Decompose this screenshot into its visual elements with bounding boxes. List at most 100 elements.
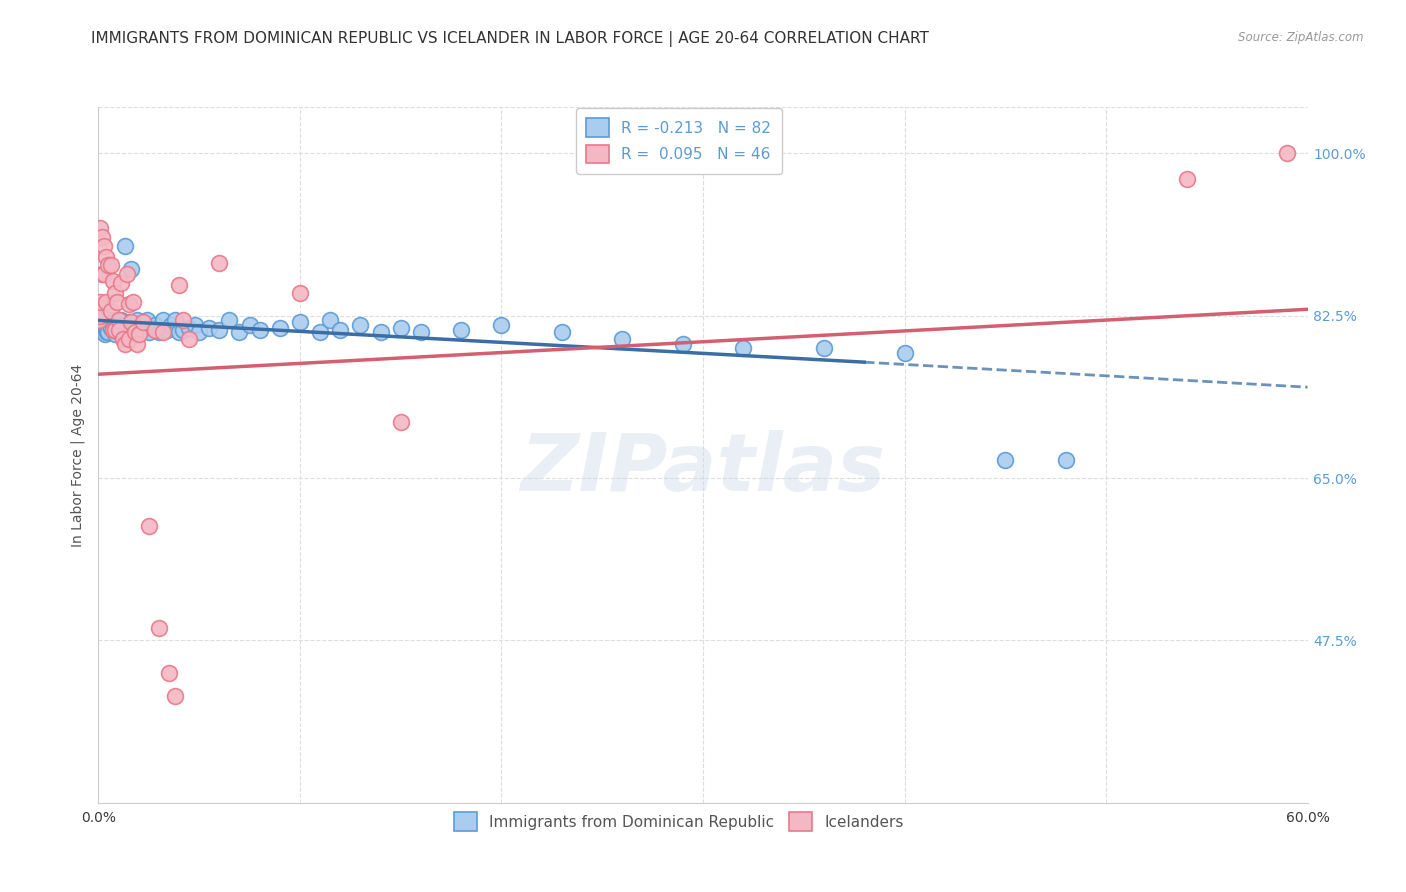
- Point: [389, 321, 412, 335]
- Point: [111, 318, 134, 332]
- Point: [93, 267, 115, 281]
- Point: [120, 315, 142, 329]
- Point: [91, 313, 114, 327]
- Point: [450, 323, 472, 337]
- Point: [389, 416, 412, 430]
- Point: [370, 325, 392, 339]
- Point: [152, 313, 174, 327]
- Point: [288, 285, 311, 300]
- Point: [105, 313, 128, 327]
- Point: [163, 689, 186, 703]
- Point: [491, 318, 513, 332]
- Point: [107, 323, 129, 337]
- Point: [121, 323, 143, 337]
- Point: [179, 321, 201, 335]
- Point: [100, 304, 122, 318]
- Point: [101, 318, 124, 332]
- Y-axis label: In Labor Force | Age 20-64: In Labor Force | Age 20-64: [70, 363, 84, 547]
- Point: [105, 321, 128, 335]
- Point: [148, 621, 170, 635]
- Point: [1175, 172, 1198, 186]
- Point: [114, 325, 136, 339]
- Point: [97, 315, 120, 329]
- Point: [163, 313, 186, 327]
- Point: [89, 315, 111, 329]
- Point: [100, 313, 122, 327]
- Point: [110, 313, 132, 327]
- Point: [118, 315, 141, 329]
- Point: [118, 296, 141, 310]
- Point: [89, 309, 111, 323]
- Point: [143, 323, 166, 337]
- Point: [198, 321, 221, 335]
- Point: [103, 323, 125, 337]
- Point: [115, 267, 138, 281]
- Point: [96, 294, 118, 309]
- Point: [101, 323, 124, 337]
- Point: [90, 323, 112, 337]
- Point: [135, 313, 157, 327]
- Text: ZIPatlas: ZIPatlas: [520, 430, 886, 508]
- Point: [94, 327, 117, 342]
- Point: [89, 313, 111, 327]
- Text: Source: ZipAtlas.com: Source: ZipAtlas.com: [1239, 31, 1364, 45]
- Point: [93, 325, 115, 339]
- Point: [120, 262, 142, 277]
- Point: [152, 325, 174, 339]
- Point: [89, 313, 111, 327]
- Point: [132, 315, 155, 329]
- Point: [107, 325, 129, 339]
- Point: [96, 323, 118, 337]
- Point: [409, 325, 432, 339]
- Point: [167, 278, 190, 293]
- Point: [1277, 146, 1299, 161]
- Point: [97, 325, 120, 339]
- Point: [115, 321, 138, 335]
- Point: [97, 258, 120, 272]
- Point: [329, 323, 352, 337]
- Point: [813, 341, 835, 355]
- Point: [1054, 452, 1077, 467]
- Point: [93, 239, 115, 253]
- Point: [239, 318, 262, 332]
- Point: [269, 321, 291, 335]
- Point: [97, 318, 120, 332]
- Point: [125, 336, 148, 351]
- Point: [90, 318, 112, 332]
- Point: [138, 325, 160, 339]
- Point: [893, 346, 915, 360]
- Point: [160, 318, 183, 332]
- Point: [103, 285, 125, 300]
- Point: [148, 325, 170, 339]
- Point: [143, 318, 166, 332]
- Point: [93, 311, 115, 326]
- Point: [100, 258, 122, 272]
- Point: [612, 332, 634, 346]
- Point: [309, 325, 332, 339]
- Point: [114, 336, 136, 351]
- Point: [142, 321, 165, 335]
- Point: [167, 325, 190, 339]
- Point: [103, 327, 125, 342]
- Point: [218, 313, 240, 327]
- Point: [156, 323, 179, 337]
- Point: [157, 665, 180, 680]
- Legend: Immigrants from Dominican Republic, Icelanders: Immigrants from Dominican Republic, Icel…: [447, 806, 910, 837]
- Point: [111, 332, 134, 346]
- Point: [110, 277, 132, 291]
- Point: [249, 323, 271, 337]
- Point: [96, 250, 118, 264]
- Point: [100, 321, 122, 335]
- Point: [110, 321, 132, 335]
- Point: [128, 325, 150, 339]
- Point: [101, 323, 124, 337]
- Point: [96, 325, 118, 339]
- Point: [138, 519, 160, 533]
- Point: [172, 323, 194, 337]
- Point: [128, 327, 150, 342]
- Point: [121, 294, 143, 309]
- Point: [733, 341, 755, 355]
- Point: [103, 315, 125, 329]
- Point: [184, 318, 207, 332]
- Point: [319, 313, 342, 327]
